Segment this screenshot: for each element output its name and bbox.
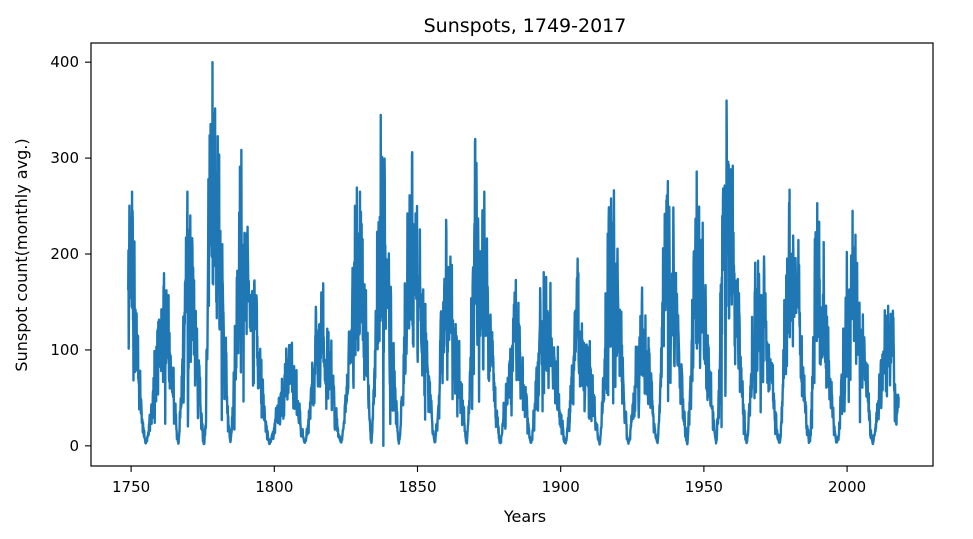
y-tick-label: 100 (50, 341, 79, 359)
x-tick-label: 1900 (542, 478, 580, 496)
y-tick-label: 200 (50, 245, 79, 263)
x-tick-label: 1950 (685, 478, 723, 496)
plot-area (90, 42, 934, 467)
x-tick-label: 1850 (398, 478, 436, 496)
x-axis-label: Years (503, 507, 546, 526)
y-tick-label: 0 (69, 437, 79, 455)
y-tick-label: 300 (50, 149, 79, 167)
series-layer (127, 60, 900, 448)
chart-title: Sunspots, 1749-2017 (424, 15, 627, 37)
x-tick-label: 1800 (255, 478, 293, 496)
series-line (127, 60, 900, 448)
x-tick-label: 1750 (112, 478, 150, 496)
x-axis: 1750 1800 1850 1900 1950 2000 (112, 466, 866, 496)
y-axis: 0 100 200 300 400 (50, 53, 91, 455)
x-tick-label: 2000 (828, 478, 866, 496)
y-axis-label: Sunspot count(monthly avg.) (12, 138, 31, 371)
y-tick-label: 400 (50, 53, 79, 71)
